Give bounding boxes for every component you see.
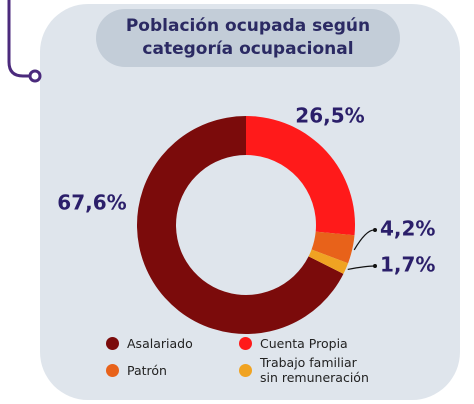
- legend-swatch: [239, 363, 252, 377]
- slice: [246, 116, 356, 236]
- value-label: 26,5%: [295, 104, 364, 128]
- value-label: 67,6%: [57, 191, 126, 215]
- legend-item: Trabajo familiar sin remuneración: [239, 355, 369, 385]
- decor-line: [7, 0, 30, 78]
- legend-item: Asalariado: [106, 336, 193, 351]
- legend-label: Trabajo familiar sin remuneración: [260, 355, 369, 385]
- slice: [311, 231, 355, 264]
- leader-dot: [373, 228, 377, 232]
- legend-item: Patrón: [106, 363, 167, 378]
- panel: [40, 4, 460, 400]
- legend-swatch: [239, 337, 252, 350]
- slice: [308, 249, 349, 274]
- legend-item: Cuenta Propia: [239, 336, 348, 351]
- leader-dot: [373, 264, 377, 268]
- leader-line: [353, 229, 375, 251]
- legend-swatch: [106, 337, 119, 350]
- leader-line: [347, 265, 375, 270]
- legend-label: Cuenta Propia: [260, 336, 348, 351]
- chart-title: Población ocupada según categoría ocupac…: [96, 9, 400, 67]
- legend-label: Patrón: [127, 363, 167, 378]
- value-label: 1,7%: [380, 253, 435, 277]
- value-label: 4,2%: [380, 217, 435, 241]
- legend-swatch: [106, 364, 119, 377]
- decor-dot: [28, 69, 42, 83]
- legend-label: Asalariado: [127, 336, 193, 351]
- slice: [136, 116, 344, 335]
